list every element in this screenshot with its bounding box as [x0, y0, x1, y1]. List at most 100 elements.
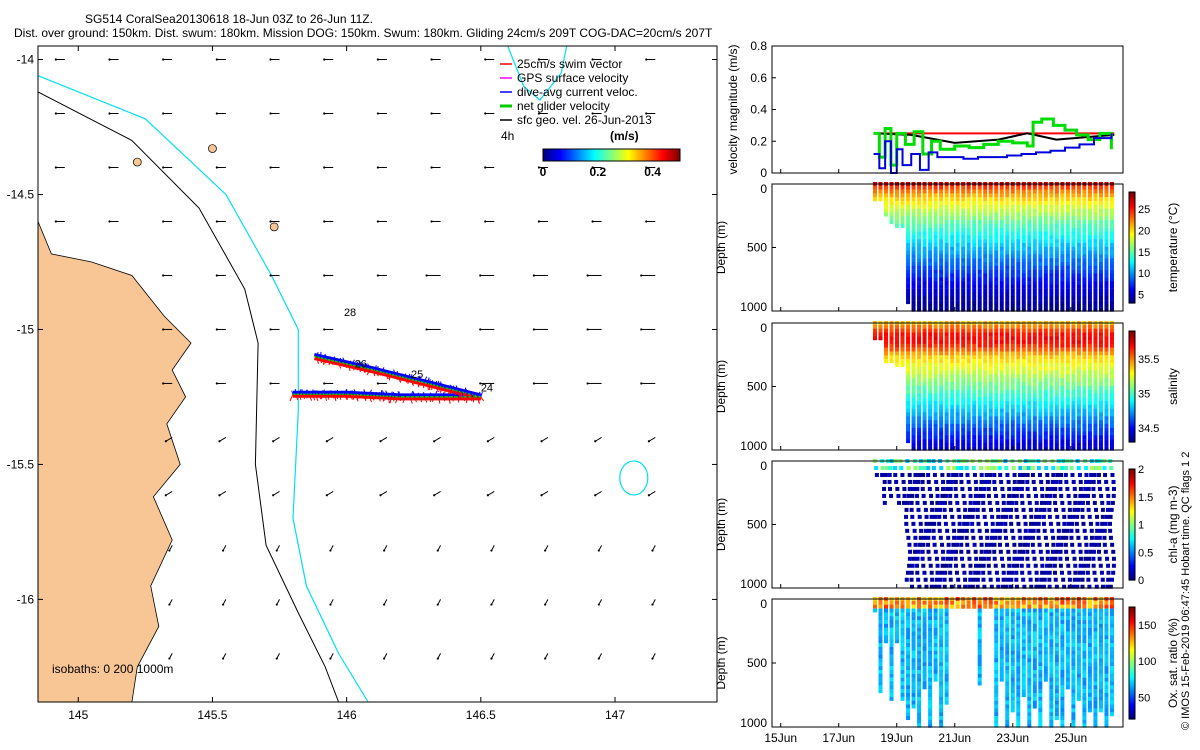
profile-point: [1040, 570, 1045, 575]
profile-point: [1049, 412, 1054, 417]
profile-point: [922, 223, 927, 228]
profile-point: [1087, 307, 1092, 312]
profile-point: [956, 577, 961, 582]
profile-point: [1076, 185, 1081, 190]
profile-colorbar-cell: [1129, 483, 1135, 486]
profile-point: [1104, 231, 1109, 236]
profile-point: [922, 635, 927, 640]
profile-point: [999, 277, 1004, 282]
profile-point: [950, 370, 955, 375]
profile-point: [950, 423, 955, 428]
profile-point: [1054, 378, 1059, 383]
profile-point: [1104, 385, 1109, 390]
profile-point: [988, 362, 993, 367]
profile-point: [1060, 362, 1065, 367]
geostrophic-arrowhead: [164, 440, 167, 443]
geostrophic-arrowhead: [594, 494, 597, 497]
profile-point: [932, 521, 937, 526]
profile-point: [916, 507, 921, 512]
swim-vector: [424, 396, 428, 403]
profile-point: [1016, 189, 1021, 194]
profile-point: [1049, 281, 1054, 286]
profile-point: [1005, 439, 1010, 444]
profile-point: [966, 250, 971, 255]
profile-point: [966, 381, 971, 386]
profile-point: [872, 600, 877, 605]
profile-colorbar-cell: [1129, 419, 1135, 422]
profile-point: [911, 620, 916, 625]
profile-point: [939, 673, 944, 678]
profile-point: [950, 366, 955, 371]
profile-point: [966, 242, 971, 247]
profile-point: [906, 366, 911, 371]
profile-point: [922, 220, 927, 225]
profile-colorbar-cell: [1129, 236, 1135, 239]
profile-point: [949, 479, 954, 484]
profile-point: [972, 435, 977, 440]
profile-point: [994, 389, 999, 394]
map-colorbar-cell: [651, 149, 653, 161]
profile-point: [878, 631, 883, 636]
profile-point: [921, 472, 926, 477]
profile-point: [895, 223, 900, 228]
profile-point: [964, 465, 969, 470]
profile-point: [979, 542, 984, 547]
profile-point: [966, 185, 971, 190]
profile-point: [1032, 336, 1037, 341]
profile-point: [998, 528, 1003, 533]
profile-point: [1049, 262, 1054, 267]
profile-point: [1104, 216, 1109, 221]
profile-point: [1082, 265, 1087, 270]
profile-point: [911, 673, 916, 678]
profile-point: [1000, 556, 1005, 561]
profile-point: [1076, 507, 1081, 512]
profile-point: [916, 577, 921, 582]
profile-point: [906, 355, 911, 360]
profile-point: [999, 300, 1004, 305]
profile-point: [1100, 584, 1105, 589]
profile-colorbar-cell: [1129, 388, 1135, 391]
profile-point: [889, 493, 894, 498]
profile-point: [950, 227, 955, 232]
geostrophic-arrowhead: [645, 220, 648, 223]
profile-point: [928, 612, 933, 617]
profile-point: [966, 359, 971, 364]
map-colorbar-cell: [573, 149, 575, 161]
profile-point: [1082, 389, 1087, 394]
profile-point: [999, 669, 1004, 674]
profile-point: [1038, 220, 1043, 225]
profile-point: [1032, 359, 1037, 364]
profile-colorbar-cell: [1129, 357, 1135, 360]
profile-point: [1010, 204, 1015, 209]
profile-point: [928, 197, 933, 202]
current-vector: [433, 390, 438, 398]
profile-colorbar-cell: [1129, 437, 1135, 440]
profile-point: [1082, 370, 1087, 375]
profile-colorbar-cell: [1129, 484, 1135, 487]
profile-colorbar-cell: [1129, 399, 1135, 402]
profile-point: [950, 378, 955, 383]
profile-point: [1104, 277, 1109, 282]
profile-point: [1021, 208, 1026, 213]
profile-point: [928, 185, 933, 190]
profile-point: [1087, 303, 1092, 308]
geostrophic-arrowhead: [168, 603, 171, 606]
profile-point: [906, 300, 911, 305]
geostrophic-arrowhead: [383, 549, 386, 552]
swim-vector: [344, 363, 347, 369]
profile-point: [938, 535, 943, 540]
profile-point: [994, 385, 999, 390]
profile-point: [977, 493, 982, 498]
profile-point: [928, 404, 933, 409]
profile-point: [962, 570, 967, 575]
profile-point: [1016, 412, 1021, 417]
profile-point: [999, 627, 1004, 632]
profile-ylabel: Depth (m): [714, 221, 728, 274]
profile-point: [1049, 185, 1054, 190]
profile-point: [1043, 307, 1048, 312]
profile-point: [1087, 212, 1092, 217]
profile-point: [917, 612, 922, 617]
profile-point: [882, 493, 887, 498]
profile-point: [999, 635, 1004, 640]
profile-point: [1109, 431, 1114, 436]
